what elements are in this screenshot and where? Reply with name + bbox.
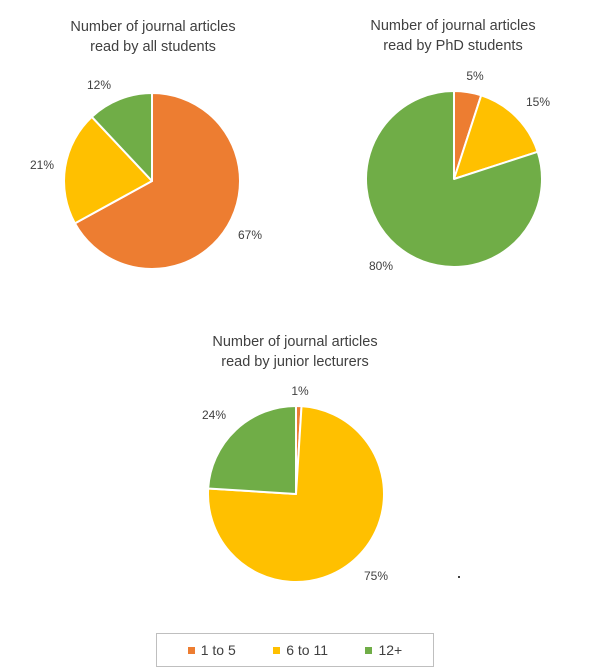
legend-item-1-to-5: 1 to 5 [187,642,236,658]
slice-12-plus [207,405,297,495]
pie-chart-2: 1% 75% 24% [202,384,388,583]
data-label-12-plus: 24% [202,408,226,422]
data-label-1-to-5: 67% [238,228,262,242]
legend-label: 12+ [378,642,403,658]
data-label-6-to-11: 21% [30,158,54,172]
chart-title-line: read by junior lecturers [221,354,369,370]
slice-6-to-11 [63,115,153,225]
data-label-6-to-11: 15% [526,95,550,109]
data-label-1-to-5: 1% [291,384,309,398]
legend-label: 1 to 5 [200,642,236,658]
chart-title-junior-lecturers: Number of journal articles read by junio… [142,332,448,372]
legend-item-12-plus: 12+ [365,642,402,658]
slice-1-to-5 [73,92,242,270]
stray-dot [458,576,460,578]
legend-label: 6 to 11 [286,642,329,658]
data-label-1-to-5: 5% [466,69,484,83]
chart-title-line: Number of journal articles [212,334,378,350]
chart-legend: 1 to 5 6 to 11 12+ [156,633,434,667]
data-label-6-to-11: 75% [364,569,388,583]
chart-title-line: Number of journal articles [370,18,536,34]
data-label-12-plus: 80% [369,259,393,273]
slice-12-plus [365,90,543,268]
legend-swatch-orange [187,646,195,654]
pie-chart-0: 67% 21% 12% [30,78,262,270]
slice-12-plus [90,92,153,182]
chart-title-line: Number of journal articles [70,19,236,35]
pie-chart-1: 5% 15% 80% [365,69,550,273]
legend-swatch-green [365,646,373,654]
chart-title-phd-students: Number of journal articles read by PhD s… [300,16,590,56]
chart-title-line: read by PhD students [383,38,523,54]
chart-title-line: read by all students [90,39,216,55]
data-label-12-plus: 12% [87,78,111,92]
legend-swatch-yellow [273,646,281,654]
legend-item-6-to-11: 6 to 11 [273,642,328,658]
chart-title-all-students: Number of journal articles read by all s… [0,17,306,57]
